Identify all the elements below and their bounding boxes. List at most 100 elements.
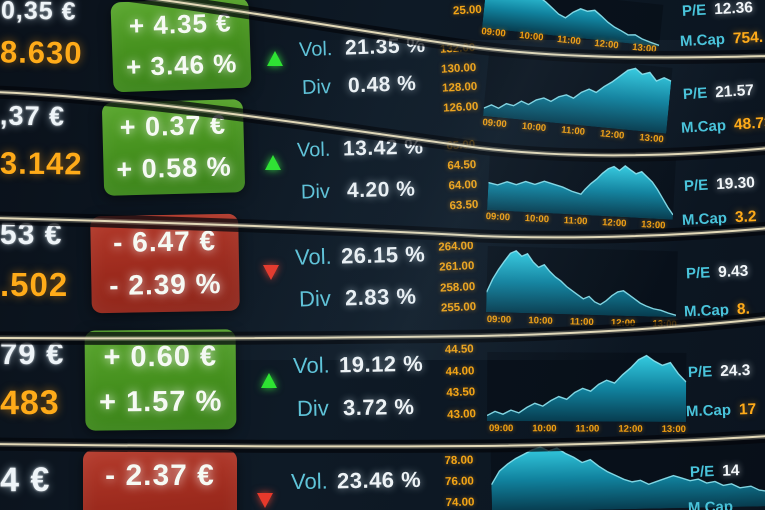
pe-ratio: P/E 24.3 — [688, 362, 751, 382]
pe-value: 21.57 — [714, 81, 755, 102]
price: 79 € — [0, 336, 65, 371]
y-tick: 261.00 — [438, 260, 475, 274]
price: 4 € — [0, 460, 51, 500]
dividend-value: 2.83 % — [344, 283, 417, 311]
time-tick: 13:00 — [638, 132, 665, 146]
change-box: - 2.37 € — [83, 450, 237, 510]
time-tick: 12:00 — [601, 217, 627, 230]
y-tick: 258.00 — [439, 280, 476, 295]
y-tick: 25.00 — [452, 3, 483, 18]
y-axis-labels: 25.00 — [438, 4, 483, 26]
volume-value: 19.12 % — [338, 350, 424, 378]
dividend-label: Div — [301, 75, 332, 99]
price-chart — [487, 149, 676, 220]
pe-ratio: P/E 19.30 — [684, 174, 756, 196]
y-tick: 43.50 — [446, 386, 476, 400]
time-tick: 11:00 — [575, 423, 600, 435]
change-percent: + 0.58 % — [115, 151, 233, 185]
pe-label: P/E — [685, 264, 711, 283]
time-tick: 12:00 — [599, 128, 625, 142]
change-percent: + 1.57 % — [98, 385, 223, 419]
volume-value: 26.15 % — [340, 241, 426, 269]
volume-label: Vol. — [296, 138, 331, 162]
pe-label: P/E — [682, 84, 708, 104]
y-tick: 44.00 — [445, 364, 475, 378]
dividend-row: Div 2.83 % — [299, 283, 417, 312]
volume-label: Vol. — [292, 352, 330, 379]
pe-ratio: P/E 14 — [690, 462, 740, 482]
y-tick: 255.00 — [440, 300, 477, 315]
change-absolute: - 2.37 € — [105, 459, 215, 492]
trend-up-icon — [267, 51, 283, 66]
trend-up-icon — [265, 155, 281, 170]
price-secondary: 3.142 — [0, 145, 83, 182]
trend-down-icon — [257, 493, 273, 508]
mcap-value: 3.2 — [734, 208, 757, 227]
time-tick: 11:00 — [569, 316, 594, 328]
time-tick: 09:00 — [480, 26, 507, 40]
pe-label: P/E — [687, 363, 713, 382]
time-tick: 13:00 — [640, 219, 666, 232]
dividend-row: Div 0.48 % — [302, 72, 417, 100]
time-tick: 09:00 — [488, 423, 514, 435]
price: 0,35 € — [0, 0, 77, 26]
price-chart — [486, 246, 678, 318]
y-tick: 76.00 — [444, 475, 475, 489]
change-absolute: + 4.35 € — [128, 7, 233, 42]
change-percent: + 3.46 % — [125, 47, 238, 82]
mcap-label: M.Cap — [683, 301, 730, 321]
time-tick: 10:00 — [518, 29, 545, 44]
volume-label: Vol. — [294, 243, 333, 270]
mcap-label: M.Cap — [679, 30, 726, 51]
y-tick: 64.00 — [448, 178, 478, 193]
dividend-row: Div 3.72 % — [297, 394, 415, 422]
volume-row: Vol. 13.42 % — [297, 135, 424, 162]
time-tick: 13:00 — [631, 41, 658, 56]
y-tick: 264.00 — [438, 240, 474, 254]
volume-row: Vol. 23.46 % — [291, 467, 422, 495]
trend-up-icon — [261, 373, 277, 388]
pe-label: P/E — [683, 176, 709, 195]
dividend-value: 0.48 % — [347, 72, 417, 98]
y-tick: 63.50 — [449, 198, 479, 213]
mcap-label: M.Cap — [687, 498, 734, 510]
y-axis-labels: 264.00 261.00 258.00 255.00 — [429, 240, 476, 323]
y-tick: 132.00 — [439, 41, 476, 56]
change-box: + 0.60 € + 1.57 % — [84, 329, 237, 431]
y-tick: 130.00 — [440, 61, 477, 76]
dividend-label: Div — [298, 285, 332, 312]
time-tick: 12:00 — [593, 37, 620, 52]
time-tick: 11:00 — [560, 124, 586, 138]
time-tick: 13:00 — [652, 318, 677, 331]
market-cap: M.Cap — [688, 498, 734, 510]
change-absolute: + 0.60 € — [103, 340, 218, 374]
change-box: + 4.35 € + 3.46 % — [110, 0, 252, 93]
y-tick: 65.00 — [446, 138, 476, 153]
y-axis-labels: 78.00 76.00 74.00 — [429, 454, 475, 510]
pe-ratio: P/E 9.43 — [686, 263, 749, 284]
y-tick: 128.00 — [441, 80, 478, 95]
volume-value: 23.46 % — [336, 466, 422, 494]
volume-label: Vol. — [298, 38, 333, 62]
market-cap: M.Cap 8. — [684, 301, 751, 322]
mcap-label: M.Cap — [680, 117, 727, 137]
mcap-value: 754. — [732, 28, 764, 48]
y-axis-labels: 132.00 130.00 128.00 126.00 — [431, 42, 479, 122]
pe-label: P/E — [689, 463, 715, 481]
pe-ratio: P/E 21.57 — [683, 82, 755, 104]
pe-value: 12.36 — [713, 0, 754, 19]
dividend-label: Div — [300, 180, 331, 204]
volume-label: Vol. — [290, 468, 328, 495]
mcap-label: M.Cap — [681, 209, 728, 229]
pe-ratio: P/E 12.36 — [682, 0, 754, 21]
time-tick: 12:00 — [618, 423, 643, 435]
y-axis-labels: 65.00 64.50 64.00 63.50 — [431, 139, 479, 221]
dividend-label: Div — [296, 395, 329, 422]
price: 53 € — [0, 217, 63, 252]
volume-row: Vol. 26.15 % — [295, 241, 426, 270]
change-box: + 0.37 € + 0.58 % — [101, 99, 246, 196]
mcap-value: 48.73 — [733, 114, 765, 134]
y-tick: 78.00 — [444, 454, 474, 468]
trend-down-icon — [263, 265, 279, 280]
